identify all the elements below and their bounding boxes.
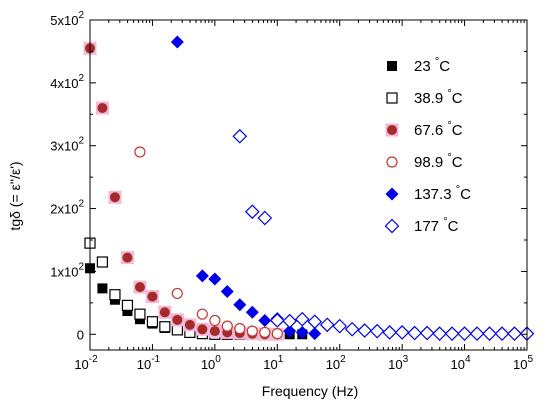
data-point bbox=[259, 326, 271, 338]
data-point bbox=[209, 314, 221, 327]
y-tick-label: 4x102 bbox=[50, 73, 84, 91]
data-point bbox=[96, 256, 109, 268]
x-tick-label: 100 bbox=[201, 354, 221, 372]
data-point bbox=[108, 190, 122, 204]
data-point bbox=[195, 322, 209, 336]
data-point bbox=[308, 327, 322, 341]
data-point bbox=[145, 290, 159, 304]
data-point bbox=[220, 285, 234, 299]
data-point bbox=[257, 210, 273, 226]
legend-marker bbox=[386, 156, 398, 168]
x-axis-title: Frequency (Hz) bbox=[262, 383, 358, 399]
data-point bbox=[158, 305, 172, 319]
data-point bbox=[195, 269, 209, 283]
data-point bbox=[282, 313, 298, 329]
legend-marker bbox=[386, 92, 398, 104]
data-point bbox=[419, 325, 435, 341]
data-point bbox=[170, 313, 184, 327]
data-point bbox=[120, 251, 134, 265]
data-point bbox=[295, 325, 309, 339]
data-point bbox=[457, 326, 472, 342]
data-point bbox=[159, 321, 171, 333]
legend: 23 °C 38.9 °C 67.6 °C 98.9 °C 137.3 °C 177 °C bbox=[384, 56, 471, 235]
data-point bbox=[432, 326, 447, 342]
legend-marker bbox=[384, 218, 400, 234]
y-axis-title: tgδ (= ε''/ε') bbox=[7, 161, 23, 230]
axes: 10-2 10-1 100 101 102 103 104 105 0 1x102 2x102 3x1… bbox=[50, 10, 533, 372]
y-tick-label: 1x102 bbox=[50, 261, 84, 279]
data-point bbox=[171, 287, 183, 300]
data-point bbox=[444, 326, 460, 342]
legend-marker bbox=[387, 61, 397, 71]
x-tick-label: 105 bbox=[513, 354, 533, 372]
legend-label: 177 °C bbox=[414, 216, 459, 235]
data-point bbox=[122, 306, 133, 317]
data-point bbox=[97, 283, 108, 294]
legend-label: 67.6 °C bbox=[414, 120, 463, 139]
data-point bbox=[332, 318, 348, 334]
x-tick-label: 104 bbox=[451, 354, 471, 372]
data-point bbox=[146, 316, 159, 328]
data-point bbox=[109, 289, 121, 301]
data-point bbox=[95, 101, 109, 115]
y-tick-label: 3x102 bbox=[50, 136, 84, 154]
x-tick-label: 102 bbox=[326, 354, 346, 372]
x-tick-label: 10-1 bbox=[137, 354, 161, 372]
legend-label: 137.3 °C bbox=[414, 184, 471, 203]
data-point bbox=[271, 328, 283, 340]
data-point bbox=[245, 305, 259, 319]
y-tick-label: 2x102 bbox=[50, 199, 84, 217]
legend-label: 23 °C bbox=[414, 56, 450, 75]
data-point bbox=[269, 313, 285, 328]
data-point bbox=[494, 326, 510, 342]
data-point bbox=[307, 314, 323, 330]
data-point bbox=[196, 308, 208, 320]
legend-label: 98.9 °C bbox=[414, 152, 463, 171]
data-point bbox=[171, 324, 183, 336]
data-points bbox=[83, 35, 535, 342]
legend-marker bbox=[385, 123, 399, 137]
data-point bbox=[382, 325, 398, 340]
plot-frame bbox=[89, 19, 528, 351]
legend-marker bbox=[385, 187, 399, 201]
series-5 bbox=[232, 128, 535, 342]
y-tick-label: 0 bbox=[77, 327, 84, 342]
data-point bbox=[134, 308, 146, 320]
data-point bbox=[208, 324, 222, 338]
series-3 bbox=[134, 146, 283, 340]
x-tick-label: 103 bbox=[388, 354, 408, 372]
data-point bbox=[170, 35, 184, 49]
data-point bbox=[407, 325, 422, 341]
data-point bbox=[369, 323, 385, 339]
data-point bbox=[134, 146, 146, 158]
data-point bbox=[233, 298, 247, 312]
data-point bbox=[258, 313, 272, 327]
data-point bbox=[183, 318, 197, 332]
data-point bbox=[344, 321, 360, 337]
data-point bbox=[283, 324, 297, 338]
legend-label: 38.9 °C bbox=[414, 88, 463, 107]
data-point bbox=[208, 272, 222, 286]
data-point bbox=[469, 326, 485, 342]
data-point bbox=[294, 311, 310, 327]
data-point bbox=[357, 323, 373, 338]
data-point bbox=[234, 323, 246, 335]
data-point bbox=[232, 128, 248, 144]
x-tick-label: 10-2 bbox=[74, 354, 98, 372]
series-4 bbox=[170, 35, 322, 341]
data-point bbox=[244, 204, 260, 220]
data-point bbox=[133, 280, 147, 294]
data-point bbox=[482, 326, 497, 342]
data-point bbox=[507, 326, 522, 342]
y-tick-label: 5x102 bbox=[50, 10, 84, 28]
data-point bbox=[319, 317, 335, 333]
data-point bbox=[121, 299, 134, 311]
x-tick-label: 101 bbox=[263, 354, 283, 372]
data-point bbox=[246, 325, 258, 337]
data-point bbox=[394, 325, 410, 340]
data-point bbox=[221, 320, 233, 332]
